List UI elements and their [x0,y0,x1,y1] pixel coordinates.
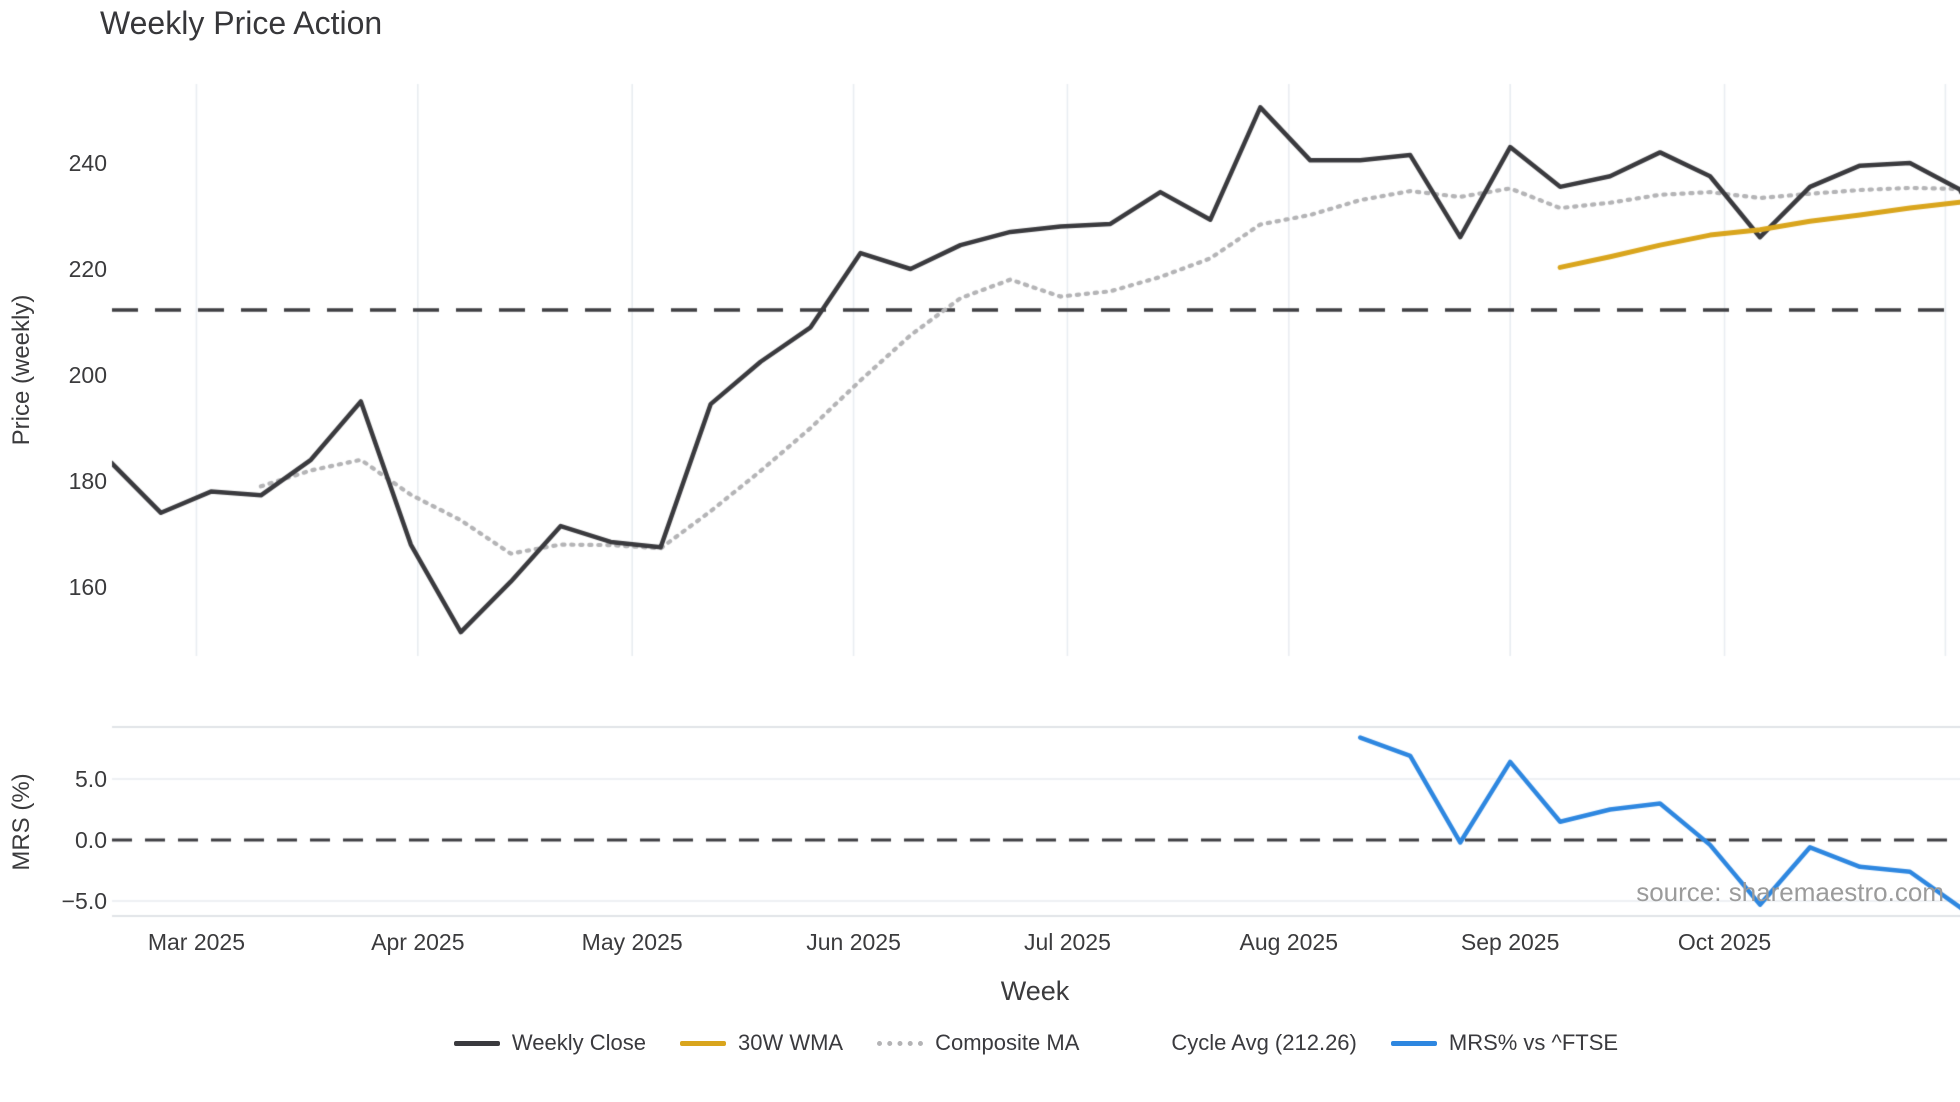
legend-label: Weekly Close [511,1030,646,1055]
legend-label: MRS% vs ^FTSE [1448,1030,1619,1055]
mrs-tick-5: 5.0 [75,766,107,792]
legend-item-30w-wma[interactable]: 30W WMA [679,1030,844,1056]
chart-title: Weekly Price Action [100,5,383,41]
legend-swatch-dotted [877,1040,924,1046]
x-tick-aug-2025: Aug 2025 [1239,929,1339,955]
price-tick-180: 180 [68,468,107,494]
x-tick-jun-2025: Jun 2025 [806,929,901,955]
x-tick-jul-2025: Jul 2025 [1023,929,1111,955]
x-tick-mar-2025: Mar 2025 [147,929,246,955]
x-tick-may-2025: May 2025 [581,929,683,955]
mrs-tick--5: −5.0 [61,888,107,914]
legend-swatch-solid [453,1040,500,1046]
x-axis-title: Week [1000,976,1070,1006]
legend-swatch-solid [679,1040,726,1046]
price-tick-240: 240 [68,150,107,176]
mrs-tick-0: 0.0 [75,827,107,853]
price-tick-200: 200 [68,362,107,388]
legend-swatch-solid [1390,1040,1437,1046]
legend-item-mrs-vs-ftse[interactable]: MRS% vs ^FTSE [1390,1030,1619,1056]
legend-item-cycle-avg-212-26-[interactable]: Cycle Avg (212.26) [1113,1030,1356,1056]
legend-item-weekly-close[interactable]: Weekly Close [453,1030,646,1056]
x-tick-sep-2025: Sep 2025 [1460,929,1560,955]
legend-label: Composite MA [935,1030,1080,1055]
legend-label: 30W WMA [737,1030,844,1055]
legend-swatch-dashed [1113,1041,1159,1046]
legend: Weekly Close 30W WMA Composite MA Cycle Avg… [112,1030,1960,1056]
legend-label: Cycle Avg (212.26) [1171,1030,1357,1055]
x-tick-oct-2025: Oct 2025 [1677,929,1772,955]
price-tick-160: 160 [68,574,107,600]
source-watermark: source: sharemaestro.com [1636,877,1944,907]
x-tick-apr-2025: Apr 2025 [371,929,465,955]
price-tick-220: 220 [68,256,107,282]
legend-item-composite-ma[interactable]: Composite MA [877,1030,1079,1056]
